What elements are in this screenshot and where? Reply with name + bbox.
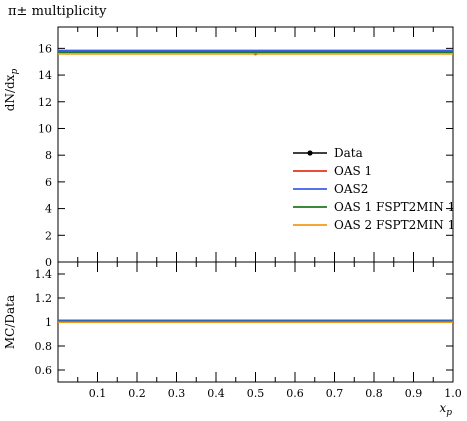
legend: Data OAS 1 OAS2 OAS 1 FSPT2MIN 1 OAS 2 FSPT2…: [293, 146, 455, 232]
legend-label: OAS2: [334, 182, 368, 196]
x-tick-label: 0.5: [247, 387, 265, 400]
main-y-tick-label: 2: [45, 229, 52, 242]
main-y-axis-label: dN/dxp: [3, 69, 20, 112]
main-y-tick-label: 10: [38, 122, 52, 135]
x-tick-label: 0.2: [128, 387, 146, 400]
x-tick-label: 0.1: [89, 387, 107, 400]
main-y-tick-label: 12: [38, 96, 52, 109]
x-tick-label: 0.3: [168, 387, 186, 400]
x-axis-label-subscript: p: [446, 408, 452, 418]
main-y-axis-label-text: dN/dx: [3, 74, 17, 111]
main-y-tick-label: 14: [38, 69, 52, 82]
ratio-y-tick-label: 0.6: [35, 364, 53, 377]
x-axis-label-text: x: [439, 401, 446, 415]
main-y-tick-label: 0: [45, 256, 52, 269]
x-tick-label: 1.0: [444, 387, 462, 400]
main-y-tick-label: 16: [38, 42, 52, 55]
ratio-y-tick-label: 1: [45, 316, 52, 329]
main-y-axis-label-subscript: p: [10, 69, 20, 75]
main-y-tick-label: 6: [45, 176, 52, 189]
main-panel: 0 2 4 6 8 10 12 14 16: [38, 26, 454, 269]
ratio-y-axis-label: MC/Data: [3, 295, 17, 349]
x-tick-label: 0.6: [286, 387, 304, 400]
main-y-tick-label: 4: [45, 203, 52, 216]
ratio-y-tick-label: 1.2: [35, 292, 53, 305]
ratio-y-tick-label: 1.4: [35, 268, 53, 281]
x-axis-label: xp: [439, 401, 452, 418]
ratio-panel: 0.6 0.8 1 1.2 1.4 0.1 0.2 0.3 0.4 0.5 0.6 0.7 0.8 0.9…: [35, 261, 462, 400]
legend-label: OAS 1: [334, 164, 372, 178]
x-tick-label: 0.8: [365, 387, 383, 400]
legend-swatch-marker: [307, 150, 313, 156]
x-tick-label: 0.4: [207, 387, 225, 400]
ratio-y-tick-label: 0.8: [35, 340, 53, 353]
legend-label: Data: [334, 146, 363, 160]
legend-label: OAS 2 FSPT2MIN 1: [334, 218, 455, 232]
main-y-tick-label: 8: [45, 149, 52, 162]
legend-label: OAS 1 FSPT2MIN 1: [334, 200, 455, 214]
x-tick-label: 0.7: [326, 387, 344, 400]
plot-title: π± multiplicity: [8, 4, 107, 19]
x-tick-label: 0.9: [405, 387, 423, 400]
